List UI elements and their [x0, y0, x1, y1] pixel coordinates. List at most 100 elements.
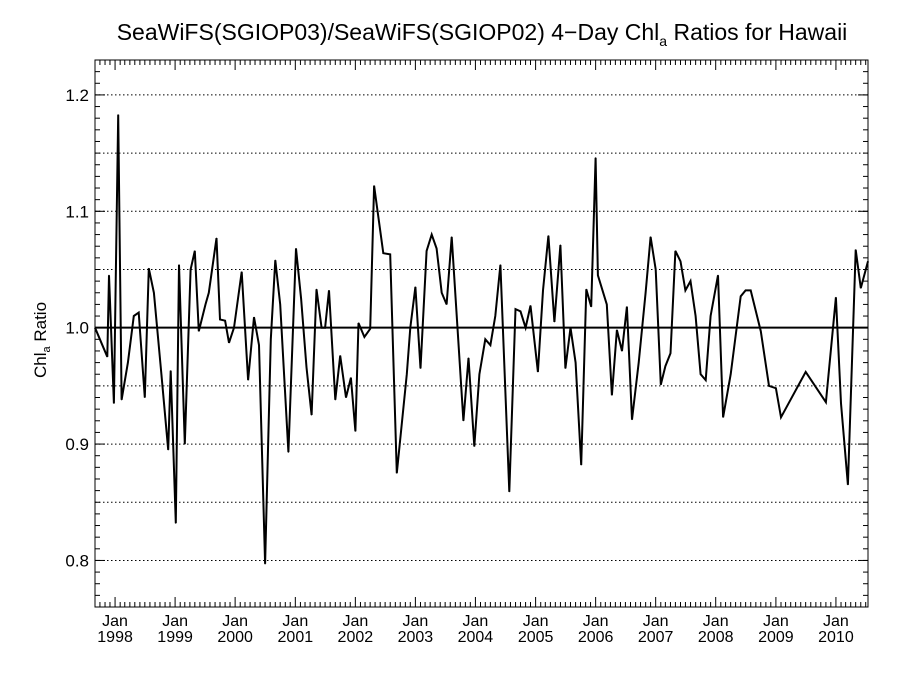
data-point	[106, 356, 108, 358]
data-point	[775, 387, 777, 389]
data-point	[537, 371, 539, 373]
data-point	[494, 315, 496, 317]
x-tick-label-year: 2009	[758, 629, 794, 646]
x-tick-label-month: Jan	[703, 613, 729, 630]
data-point	[373, 185, 375, 187]
data-point	[674, 250, 676, 252]
data-point	[426, 250, 428, 252]
data-point	[717, 274, 719, 276]
x-tick-label-month: Jan	[523, 613, 549, 630]
data-point	[478, 373, 480, 375]
x-tick-label-month: Jan	[282, 613, 308, 630]
data-point	[184, 443, 186, 445]
data-point	[406, 373, 408, 375]
data-point	[121, 399, 123, 401]
data-point	[216, 237, 218, 239]
x-tick-label-month: Jan	[463, 613, 489, 630]
y-axis-ticks: 0.8 0.9 1.0 1.1 1.2	[65, 59, 868, 608]
x-tick-label-month: Jan	[402, 613, 428, 630]
y-tick-label: 1.1	[65, 202, 89, 221]
data-point	[324, 327, 326, 329]
data-point	[224, 320, 226, 322]
x-tick-label-year: 2008	[698, 629, 734, 646]
data-point	[525, 327, 527, 329]
data-point	[133, 315, 135, 317]
data-point	[382, 252, 384, 254]
data-point	[274, 259, 276, 261]
data-point	[339, 355, 341, 357]
data-point	[645, 292, 647, 294]
data-point	[287, 451, 289, 453]
data-point	[441, 292, 443, 294]
data-point	[108, 274, 110, 276]
data-point	[113, 402, 115, 404]
data-point	[396, 472, 398, 474]
data-point	[270, 338, 272, 340]
data-point	[414, 286, 416, 288]
data-point	[170, 370, 172, 372]
data-point	[606, 303, 608, 305]
data-point	[569, 327, 571, 329]
data-point	[175, 522, 177, 524]
data-point	[750, 289, 752, 291]
data-point	[321, 327, 323, 329]
data-point	[208, 292, 210, 294]
x-tick-label-month: Jan	[583, 613, 609, 630]
data-point	[690, 280, 692, 282]
data-point	[198, 330, 200, 332]
x-tick-label-year: 2001	[278, 629, 314, 646]
data-point	[489, 344, 491, 346]
data-point	[253, 316, 255, 318]
data-point	[205, 303, 207, 305]
data-point	[190, 268, 192, 270]
data-point	[357, 322, 359, 324]
data-point	[564, 367, 566, 369]
data-point	[825, 401, 827, 403]
data-point	[345, 397, 347, 399]
data-point	[585, 288, 587, 290]
data-point	[650, 236, 652, 238]
data-point	[160, 373, 162, 375]
data-point	[127, 362, 129, 364]
x-tick-label-month: Jan	[342, 613, 368, 630]
x-tick-label-month: Jan	[102, 613, 128, 630]
data-point	[780, 416, 782, 418]
data-point	[369, 328, 371, 330]
data-point	[631, 419, 633, 421]
data-point	[860, 287, 862, 289]
data-point	[363, 336, 365, 338]
data-point	[499, 264, 501, 266]
data-point	[855, 249, 857, 251]
data-point	[559, 244, 561, 246]
y-tick-label: 0.9	[65, 435, 89, 454]
data-point	[575, 362, 577, 364]
data-point	[722, 416, 724, 418]
data-point	[194, 250, 196, 252]
data-point	[446, 303, 448, 305]
data-point	[409, 327, 411, 329]
data-point	[153, 292, 155, 294]
data-point	[840, 402, 842, 404]
chart-title: SeaWiFS(SGIOP03)/SeaWiFS(SGIOP02) 4−Day …	[117, 19, 848, 49]
data-point	[519, 310, 521, 312]
plot-frame	[94, 59, 869, 608]
x-tick-label-month: Jan	[162, 613, 188, 630]
data-point	[311, 414, 313, 416]
data-point	[295, 248, 297, 250]
data-point	[148, 267, 150, 269]
data-point	[468, 357, 470, 359]
data-point	[660, 384, 662, 386]
data-point	[167, 449, 169, 451]
data-point	[350, 377, 352, 379]
data-point	[264, 563, 266, 565]
x-tick-label-year: 2006	[578, 629, 614, 646]
data-point	[680, 260, 682, 262]
data-point	[451, 236, 453, 238]
y-tick-label: 1.2	[65, 86, 89, 105]
data-point	[508, 491, 510, 493]
data-point	[669, 352, 671, 354]
data-point	[300, 298, 302, 300]
data-point	[655, 268, 657, 270]
data-point	[431, 234, 433, 236]
x-tick-label-year: 2007	[638, 629, 674, 646]
